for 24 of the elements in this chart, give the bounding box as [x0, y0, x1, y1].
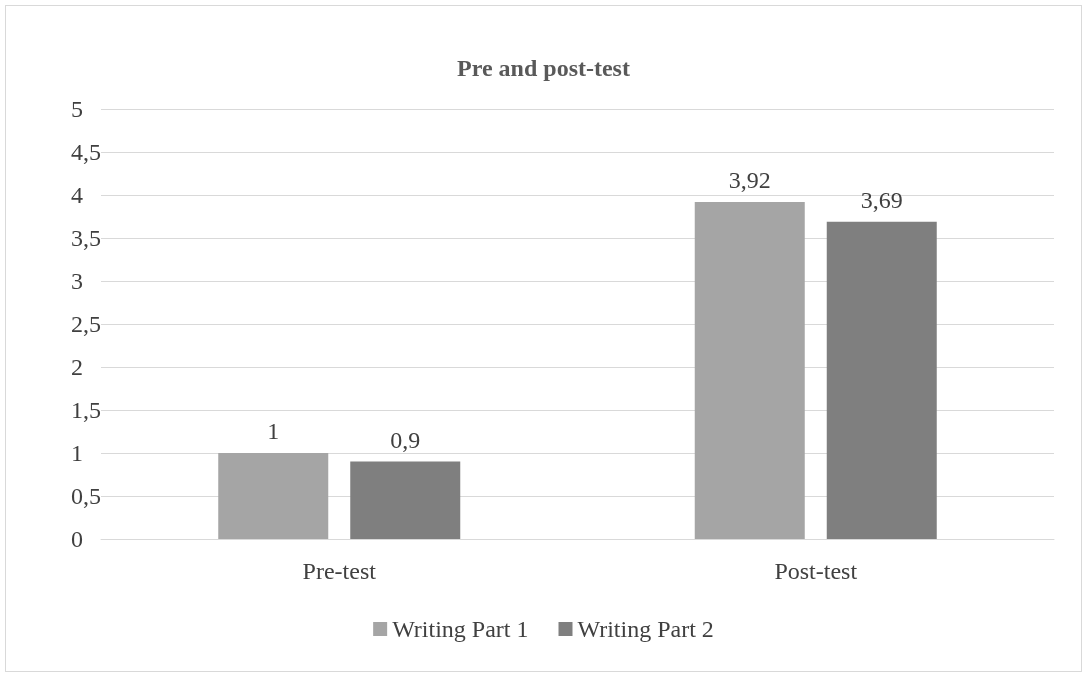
y-tick-label: 3,5 [71, 225, 101, 251]
data-label: 3,69 [860, 186, 903, 213]
y-tick-label: 4,5 [71, 139, 101, 165]
y-tick-label: 2 [71, 354, 83, 380]
bar [218, 453, 329, 539]
y-tick-label: 5 [71, 96, 83, 122]
legend-label: Writing Part 2 [577, 616, 714, 642]
y-tick-label: 3 [71, 268, 83, 294]
data-label: 0,9 [390, 426, 421, 453]
y-tick-label: 1 [71, 440, 83, 466]
y-tick-label: 4 [71, 182, 83, 208]
y-tick-label: 1,5 [71, 397, 101, 423]
x-tick-label: Pre-test [302, 558, 377, 584]
y-tick-label: 2,5 [71, 311, 101, 337]
data-label: 1 [267, 418, 280, 444]
data-label: 3,92 [728, 166, 771, 193]
y-tick-label: 0,5 [71, 483, 101, 509]
bar [694, 201, 805, 539]
bar [350, 461, 461, 539]
legend-label: Writing Part 1 [392, 616, 529, 642]
bar [826, 221, 937, 539]
x-tick-label: Post-test [774, 558, 858, 584]
y-tick-label: 0 [71, 526, 83, 552]
chart-title: Pre and post-test [457, 55, 630, 81]
